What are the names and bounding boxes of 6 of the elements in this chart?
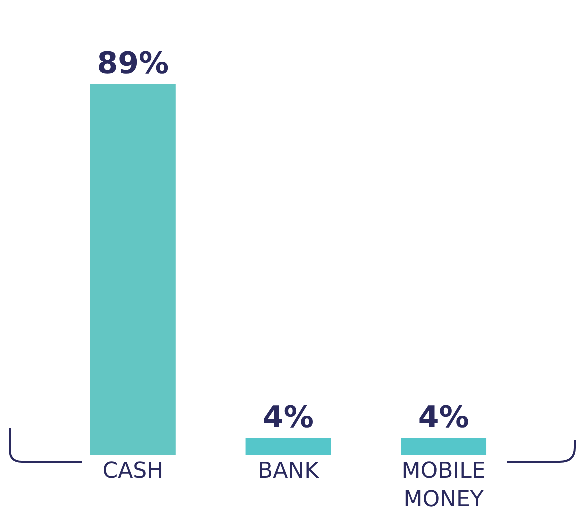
data-label: 4%: [263, 400, 314, 436]
data-label: 89%: [97, 46, 170, 82]
x-tick-label: BANK: [258, 459, 320, 484]
x-tick-label: MOBILE MONEY: [402, 459, 486, 513]
data-label: 4%: [418, 400, 470, 436]
x-tick-label: CASH: [102, 459, 164, 484]
